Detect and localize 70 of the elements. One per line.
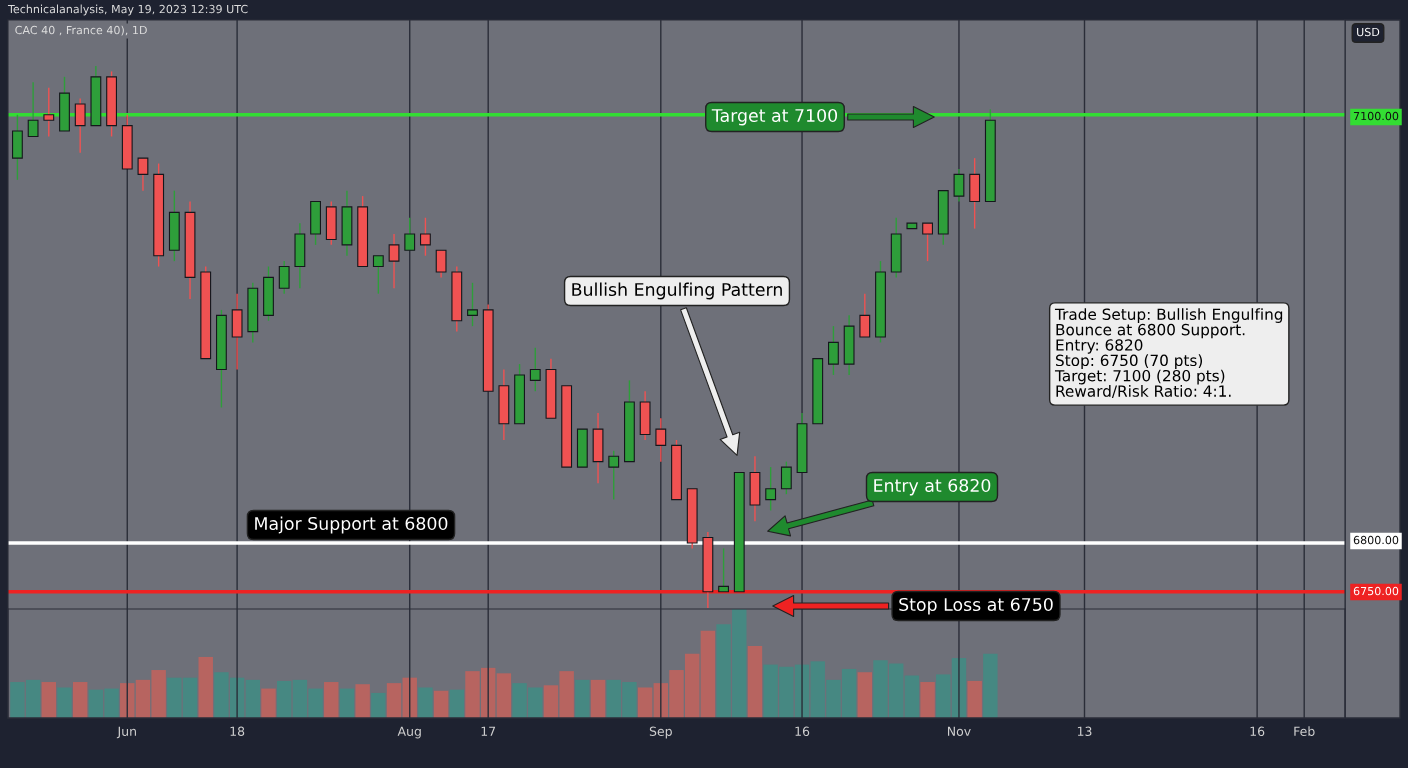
bar xyxy=(637,687,653,718)
candlestick xyxy=(765,466,777,512)
bar xyxy=(936,674,951,718)
x-tick-label: 16 xyxy=(795,726,810,737)
candlestick xyxy=(27,81,39,138)
candlestick xyxy=(74,97,86,154)
candlestick xyxy=(953,168,965,203)
chart-subtitle: CAC 40 , France 40), 1D xyxy=(15,25,147,36)
bar xyxy=(245,679,261,718)
bar xyxy=(496,673,512,718)
x-tick-label: 17 xyxy=(481,726,496,736)
text: 7100.00 xyxy=(1353,111,1399,121)
candlestick xyxy=(655,417,667,463)
annotation: Target at 7100 xyxy=(711,108,838,126)
x-tick-label: Nov xyxy=(947,726,971,737)
text: 6750.00 xyxy=(1353,586,1399,596)
bar xyxy=(747,646,763,718)
annotation: Bullish Engulfing Pattern xyxy=(572,282,782,300)
candlestick xyxy=(435,249,447,279)
candlestick xyxy=(608,450,620,501)
candlestick xyxy=(43,86,55,138)
candlestick xyxy=(718,547,729,593)
bar xyxy=(339,688,355,718)
x-tick-label: Sep xyxy=(649,726,672,739)
x-tick-label: Aug xyxy=(397,726,421,739)
candlestick xyxy=(404,217,416,251)
bar xyxy=(590,679,606,718)
candlestick xyxy=(372,255,384,295)
annotation: Entry at 6820 xyxy=(874,478,991,496)
candlestick xyxy=(529,347,541,392)
bar xyxy=(700,630,716,718)
bar xyxy=(449,689,465,718)
bar xyxy=(72,682,88,718)
bar xyxy=(41,682,57,718)
text: USD xyxy=(1357,27,1380,37)
bar xyxy=(324,682,339,718)
candlestick xyxy=(922,222,933,262)
annotation: Trade Setup: Bullish Engulfing Bounce at 6800 Support. Entry: 6820 Stop: 6750 (70 pts) Target: 7100 (280 pts) Reward/Risk Ratio: 4:1. xyxy=(1054,308,1283,399)
candlestick xyxy=(388,233,400,289)
bar xyxy=(920,682,935,718)
candlestick xyxy=(780,460,792,495)
bar xyxy=(261,688,276,718)
bar xyxy=(904,675,920,718)
bar xyxy=(857,672,873,718)
candlestick xyxy=(828,325,839,376)
bar xyxy=(386,683,402,718)
text: 6800.00 xyxy=(1353,535,1399,545)
candlestick xyxy=(467,282,478,327)
bar xyxy=(198,656,213,718)
bar xyxy=(575,679,590,718)
bar xyxy=(57,687,72,718)
x-tick-label: 16 xyxy=(1250,726,1265,737)
x-tick-label: Jun xyxy=(116,726,136,739)
x-tick-label: Feb xyxy=(1294,726,1315,737)
bar xyxy=(355,684,370,718)
annotation: Stop Loss at 6750 xyxy=(899,597,1053,615)
bar xyxy=(418,687,433,718)
chart-title: Technicalanalysis, May 19, 2023 12:39 UTC xyxy=(7,4,248,16)
bar xyxy=(433,690,449,718)
bar xyxy=(371,692,386,718)
bar xyxy=(276,680,292,718)
annotation: Major Support at 6800 xyxy=(255,516,448,534)
x-tick-label: 13 xyxy=(1077,726,1092,737)
bar xyxy=(983,653,998,718)
bar xyxy=(967,680,982,718)
candlestick xyxy=(859,292,871,338)
x-tick-label: 18 xyxy=(230,726,245,737)
candlestick xyxy=(420,217,431,257)
candlestick xyxy=(278,260,290,295)
candlestick xyxy=(137,157,149,192)
